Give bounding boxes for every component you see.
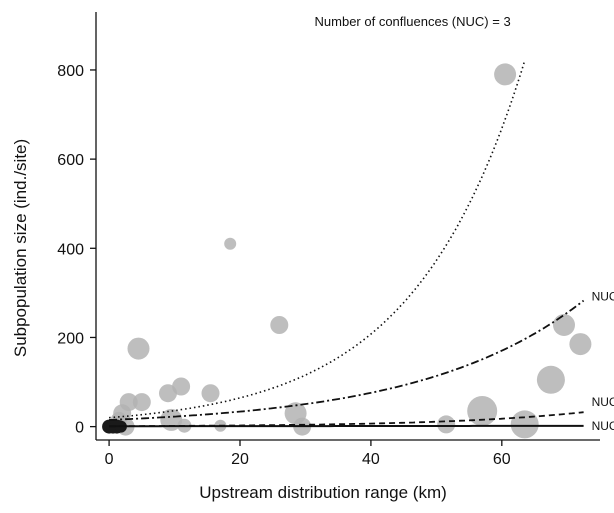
series-label-1: NUC = 1 xyxy=(592,395,614,409)
curves-layer: NUC = 0 NUC = 1 NUC = 2 Number of confluenc… xyxy=(109,14,614,433)
curve-dashdot xyxy=(109,301,583,420)
labels-layer: Upstream distribution range (km) Subpopu… xyxy=(11,139,447,502)
points-layer xyxy=(102,63,591,438)
data-point-8 xyxy=(159,384,177,402)
x-tick-label-0: 0 xyxy=(105,451,114,468)
x-tick-label-20: 20 xyxy=(231,451,249,468)
x-axis-label: Upstream distribution range (km) xyxy=(199,483,447,502)
y-tick-label-800: 800 xyxy=(57,63,84,80)
data-point-21 xyxy=(511,410,539,438)
data-point-1 xyxy=(224,238,236,250)
data-point-3 xyxy=(128,338,150,360)
y-axis-label: Subpopulation size (ind./site) xyxy=(11,139,30,357)
data-point-4 xyxy=(553,314,575,336)
data-point-5 xyxy=(569,333,591,355)
data-point-20 xyxy=(467,396,497,426)
y-tick-label-400: 400 xyxy=(57,241,84,258)
curve-dotted xyxy=(109,61,525,418)
data-point-0 xyxy=(494,63,516,85)
series-label-0: NUC = 0 xyxy=(592,419,614,433)
data-point-2 xyxy=(270,316,288,334)
data-point-9 xyxy=(202,384,220,402)
data-point-6 xyxy=(537,366,565,394)
y-tick-label-200: 200 xyxy=(57,330,84,347)
x-tick-label-40: 40 xyxy=(362,451,380,468)
series-label-2: NUC = 2 xyxy=(592,290,614,304)
x-tick-label-60: 60 xyxy=(493,451,511,468)
series-label-3: Number of confluences (NUC) = 3 xyxy=(315,14,511,29)
data-point-19 xyxy=(437,415,455,433)
y-tick-label-600: 600 xyxy=(57,152,84,169)
y-tick-label-0: 0 xyxy=(75,420,84,437)
